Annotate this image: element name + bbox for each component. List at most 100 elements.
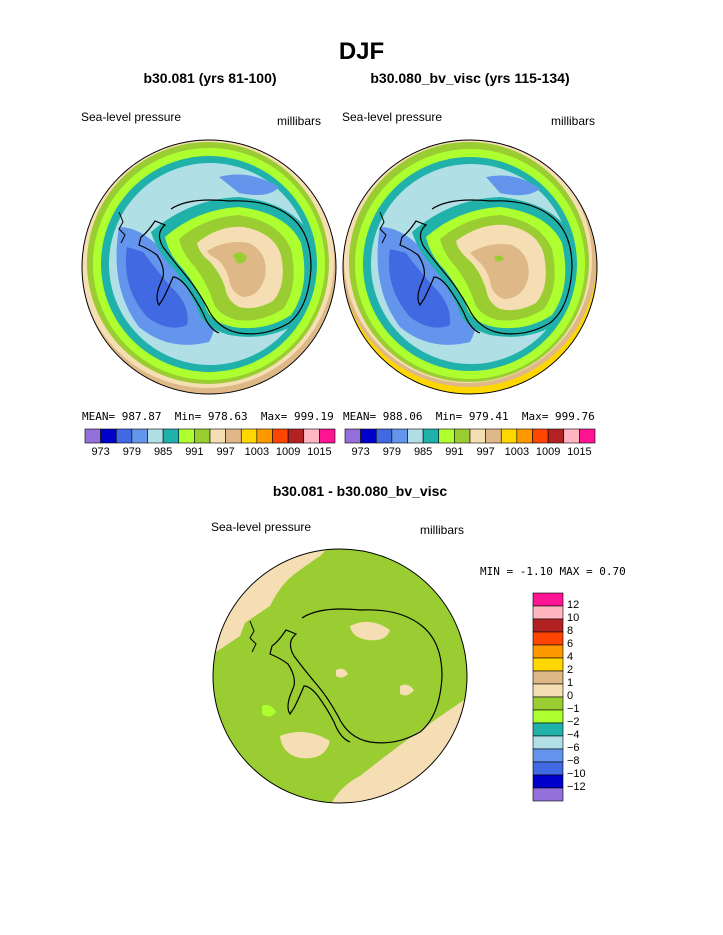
panel-1-colorbar-tick-label: 1015 <box>307 446 332 458</box>
panel-2-min-label: Min= <box>435 410 463 423</box>
diff-colorbar-tick-label: −8 <box>567 755 580 767</box>
panel-1-colorbar-swatch <box>115 428 133 444</box>
panel-2-colorbar-swatch <box>563 428 580 444</box>
diff-colorbar-tick-label: 2 <box>567 664 574 676</box>
panel-2-colorbar-swatch <box>407 428 424 444</box>
panel-2-colorbar-swatch <box>579 428 596 444</box>
diff-colorbar-swatch <box>532 735 564 750</box>
panel-1-colorbar-swatch <box>272 428 289 444</box>
panel-1-min-value: 978.63 <box>207 410 248 423</box>
panel-1-colorbar-tick-label: 973 <box>91 446 110 458</box>
diff-colorbar-swatch <box>532 657 564 672</box>
panel-2-title: b30.080_bv_visc (yrs 115-134) <box>370 70 570 86</box>
panel-2-colorbar-tick-label: 1003 <box>504 446 530 458</box>
panel-2-mean-label: MEAN= <box>343 410 377 423</box>
diff-colorbar-swatch <box>532 618 564 633</box>
panel-1-colorbar-swatch <box>287 428 305 444</box>
diff-panel-min-max: MIN = -1.10 MAX = 0.70 <box>480 565 626 578</box>
panel-2-colorbar-swatch <box>344 428 361 444</box>
panel-1-colorbar-tick-label: 991 <box>185 446 204 458</box>
panel-2-colorbar <box>344 428 596 444</box>
panel-1-colorbar-swatch <box>147 428 164 444</box>
diff-colorbar-swatch <box>532 709 564 724</box>
panel-2-colorbar-swatch <box>438 428 455 444</box>
panel-1-colorbar-swatch <box>319 428 336 444</box>
panel-2-max-value: 999.76 <box>555 410 595 423</box>
diff-colorbar-tick-label: −12 <box>567 781 586 793</box>
panel-2-colorbar-swatch <box>422 428 440 444</box>
diff-colorbar-swatch <box>532 670 564 685</box>
diff-colorbar-tick-label: 0 <box>567 690 574 702</box>
panel-1-mean-value: 987.87 <box>121 410 162 423</box>
diff-panel-title: b30.081 - b30.080_bv_visc <box>272 483 448 499</box>
panel-2-field-label: Sea-level pressure <box>342 110 443 124</box>
diff-colorbar-tick-label: −4 <box>567 729 580 741</box>
panel-2-colorbar-swatch <box>500 428 518 444</box>
panel-1-colorbar-swatch <box>303 428 320 444</box>
diff-panel-units: millibars <box>420 523 465 537</box>
diff-colorbar-swatch <box>532 761 564 776</box>
panel-1-colorbar-tick-label: 997 <box>216 446 235 458</box>
diff-colorbar-swatch <box>532 774 564 789</box>
diff-max-label: MAX = <box>559 565 593 578</box>
diff-min-value: -1.10 <box>519 565 553 578</box>
panel-1-units: millibars <box>277 114 322 128</box>
panel-2-colorbar-swatch <box>375 428 393 444</box>
panel-1-colorbar-swatch <box>240 428 258 444</box>
panel-2-colorbar-swatch <box>547 428 565 444</box>
panel-1-colorbar-swatch <box>100 428 117 444</box>
diff-colorbar-tick-label: 1 <box>567 677 574 689</box>
panel-2-polar-map <box>342 139 598 395</box>
panel-2-colorbar-tick-label: 997 <box>476 446 495 458</box>
panel-1-colorbar-tick-label: 985 <box>153 446 173 458</box>
panel-1-colorbar-tick-label: 1003 <box>244 446 270 458</box>
panel-1-min-label: Min= <box>174 410 202 423</box>
panel-2-colorbar-swatch <box>391 428 408 444</box>
panel-2-colorbar-swatch <box>454 428 471 444</box>
diff-colorbar-tick-label: −6 <box>567 742 580 754</box>
diff-colorbar-swatch <box>532 592 564 607</box>
diff-colorbar-tick-label: 10 <box>567 612 580 624</box>
diff-colorbar-swatch <box>532 696 564 711</box>
panel-2-colorbar-swatch <box>485 428 502 444</box>
panel-1-colorbar-tick-label: 979 <box>122 446 142 458</box>
diff-max-value: 0.70 <box>599 565 626 578</box>
panel-2-min-value: 979.41 <box>468 410 509 423</box>
diff-colorbar-swatch <box>532 683 564 698</box>
panel-2-colorbar-tick-label: 973 <box>351 446 370 458</box>
diff-colorbar <box>532 592 564 802</box>
diff-colorbar-tick-label: 12 <box>567 599 580 611</box>
diff-colorbar-swatch <box>532 631 564 646</box>
panel-1-colorbar-swatch <box>194 428 211 444</box>
panel-1-colorbar-tick-label: 1009 <box>275 446 301 458</box>
panel-1-colorbar-swatch <box>162 428 180 444</box>
panel-2-colorbar-tick-label: 991 <box>445 446 464 458</box>
panel-1-colorbar-swatch <box>209 428 226 444</box>
panel-1-colorbar-swatch <box>256 428 273 444</box>
diff-colorbar-swatch <box>532 644 564 659</box>
diff-colorbar-swatch <box>532 605 564 620</box>
panel-1-title: b30.081 (yrs 81-100) <box>143 70 277 86</box>
panel-2-max-label: Max= <box>521 410 549 423</box>
diff-polar-map <box>212 548 468 804</box>
diff-colorbar-tick-label: 4 <box>567 651 574 663</box>
diff-panel-field-label: Sea-level pressure <box>211 520 312 534</box>
diff-colorbar-tick-label: 8 <box>567 625 574 637</box>
figure-title: DJF <box>338 38 385 65</box>
panel-1-stats: MEAN= 987.87 Min= 978.63 Max= 999.19 <box>82 410 334 423</box>
panel-1-polar-map <box>81 139 337 395</box>
diff-colorbar-swatch <box>532 787 564 802</box>
panel-2-units: millibars <box>551 114 596 128</box>
panel-2-mean-value: 988.06 <box>382 410 423 423</box>
diff-colorbar-swatch <box>532 722 564 737</box>
panel-2-colorbar-swatch <box>516 428 533 444</box>
panel-1-colorbar-swatch <box>131 428 148 444</box>
panel-1-colorbar-swatch <box>225 428 242 444</box>
diff-colorbar-tick-label: −1 <box>567 703 580 715</box>
panel-2-colorbar-tick-label: 985 <box>413 446 433 458</box>
panel-2-colorbar-swatch <box>532 428 549 444</box>
panel-2-colorbar-tick-label: 979 <box>382 446 402 458</box>
panel-2-colorbar-tick-label: 1015 <box>567 446 592 458</box>
panel-1-max-value: 999.19 <box>294 410 334 423</box>
panel-2-colorbar-swatch <box>469 428 486 444</box>
